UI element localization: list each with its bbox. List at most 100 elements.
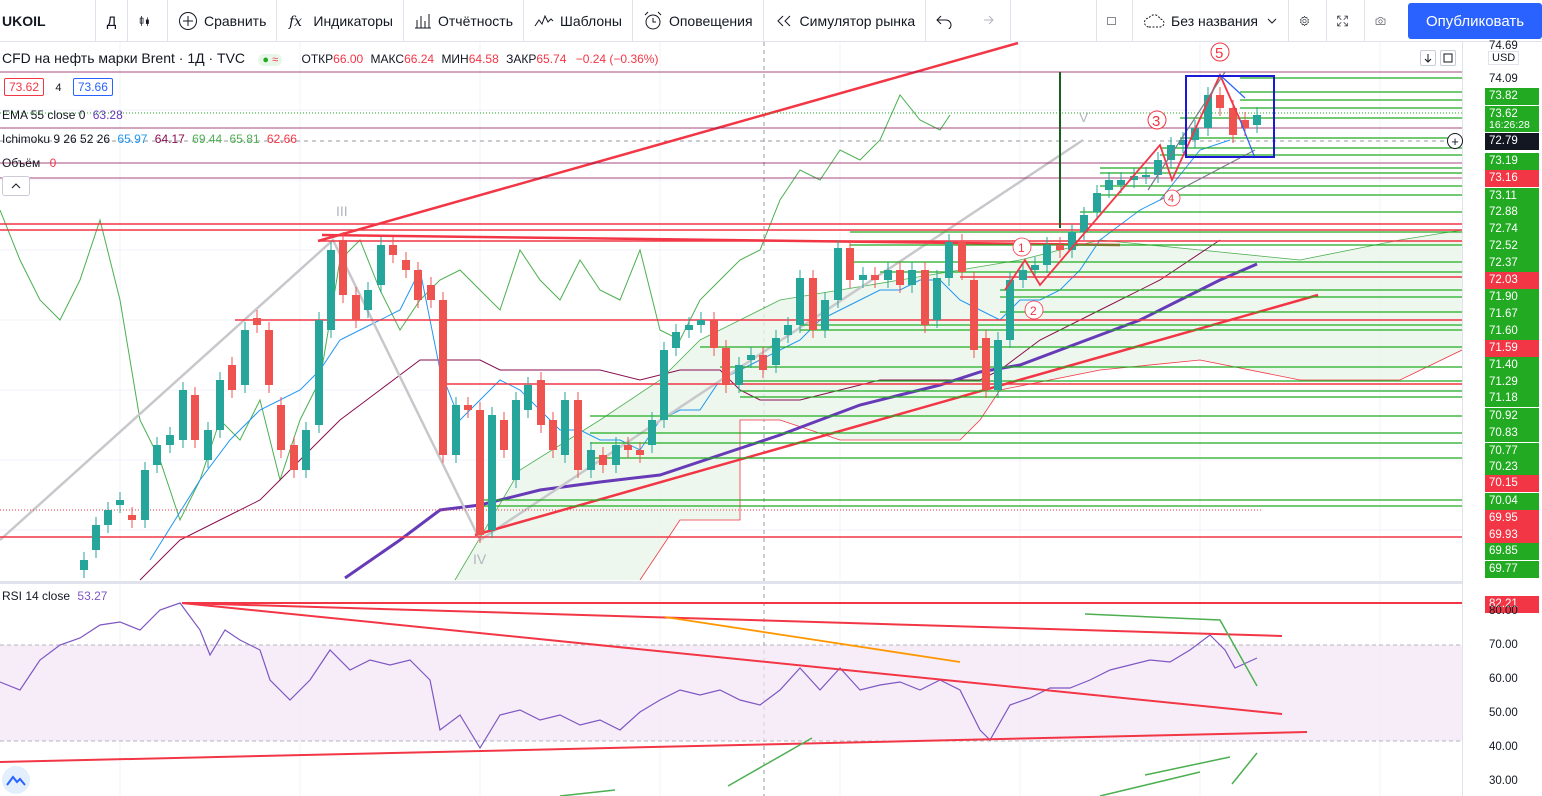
price-axis-label: 72.03 [1485,272,1539,289]
indicators-button[interactable]: fx Индикаторы [277,0,404,42]
candle-body [871,275,879,280]
add-alert-crosshair[interactable]: + [1447,133,1463,149]
candle-body [253,318,261,325]
interval-button[interactable]: Д [96,0,128,42]
ichimoku-cloud [455,230,1462,580]
candle-body [191,395,199,440]
price-axis-label: 71.67 [1485,306,1539,323]
layout-name-label: Без названия [1171,13,1258,29]
candle-body [612,445,620,465]
chevron-down-icon [1267,18,1277,24]
ichimoku-legend[interactable]: Ichimoku 9 26 52 26 65.97 64.17 69.44 65… [2,132,297,146]
candle-body [153,445,161,465]
pane-separator[interactable] [0,581,1462,584]
scroll-to-realtime-button[interactable] [1420,50,1436,66]
ichimoku-span-b-value: 62.66 [266,132,297,146]
market-status-badge[interactable]: ● ≈ [258,54,283,66]
candle-body [821,300,829,330]
candle-body [772,338,780,365]
candle-body [896,270,904,285]
snapshot-button[interactable] [1364,0,1402,42]
candle-body [982,338,990,390]
fullscreen-button[interactable] [1326,0,1364,42]
chevron-up-icon [11,183,21,189]
instrument-title[interactable]: CFD на нефть марки Brent · 1Д · TVC [2,50,246,66]
rsi-green-lines [559,613,1258,796]
price-scale[interactable]: 74.69 74.09 73.82 73.62 16:26:28 72.79 73.19 73… [1462,40,1542,796]
candle-body [414,270,422,300]
publish-button[interactable]: Опубликовать [1408,3,1542,39]
candle-body [116,500,124,505]
candle-body [476,410,484,535]
candle-body [908,270,916,285]
mountains-icon [6,775,26,786]
price-chart-canvas[interactable]: 5 3 1 2 4 III IV V [0,42,1462,796]
financials-button[interactable]: Отчётность [404,0,525,42]
tradingview-logo[interactable] [2,766,30,794]
wave-channel-gray [1147,71,1256,201]
rsi-axis-label: 80.00 [1489,605,1518,617]
red-trend-lines [317,42,1319,537]
ema-legend[interactable]: EMA 55 close 0 63.28 [2,108,123,122]
candle-body [427,285,435,300]
alerts-button[interactable]: Оповещения [633,0,764,42]
replay-button[interactable]: Симулятор рынка [764,0,927,42]
maximize-pane-button[interactable] [1440,50,1456,66]
candle-body [500,420,508,450]
fullscreen-toggle-button[interactable] [1096,0,1132,42]
rsi-label: RSI 14 close [2,589,71,603]
layout-name-button[interactable]: Без названия [1132,0,1288,42]
rsi-axis-label: 60.00 [1489,673,1518,685]
wave-label-2: 2 [1024,300,1044,320]
price-axis-label: 70.15 [1485,475,1539,492]
candle-body [488,415,496,530]
chart-type-button[interactable] [128,0,168,42]
ema-label: EMA 55 close 0 [2,108,86,122]
candle-body [945,242,953,278]
rsi-legend[interactable]: RSI 14 close 53.27 [2,589,107,603]
candle-body [104,510,112,525]
green-horizontal-levels [480,77,1462,507]
candle-body [241,330,249,385]
candle-body [92,525,100,550]
price-axis-label: 72.52 [1485,238,1539,255]
settings-button[interactable] [1288,0,1326,42]
candle-body [561,400,569,455]
rsi-band [0,645,1462,741]
cloud-icon [1144,14,1165,28]
price-axis-label: 73.82 [1485,88,1539,105]
close-label: ЗАКР [506,52,537,66]
sell-price[interactable]: 73.62 [4,78,45,96]
volume-legend[interactable]: Объём 0 [2,156,56,170]
wave-label-5: 5 [1210,42,1230,62]
currency-label[interactable]: USD [1488,51,1520,65]
square-icon [1107,17,1116,25]
candle-body [265,330,273,385]
candle-body [921,270,929,325]
candle-body [747,355,755,360]
candle-body [933,278,941,320]
price-axis-label: 71.90 [1485,289,1539,306]
candle-body [1043,245,1051,265]
candle-body [1191,128,1199,140]
ichimoku-kijun-value: 64.17 [154,132,185,146]
buy-price[interactable]: 73.66 [72,78,113,96]
change-value: −0.24 (−0.36%) [575,52,659,66]
symbol-search-button[interactable]: UKOIL [0,0,96,42]
undo-button[interactable] [926,0,968,42]
redo-button[interactable] [968,0,1012,42]
candles-icon [139,15,149,26]
candle-body [735,365,743,385]
candle-body [859,275,867,280]
svg-text:4: 4 [1168,193,1174,205]
price-axis-label: 72.37 [1485,255,1539,272]
svg-text:fx: fx [288,14,302,30]
wave-label-4: 4 [1163,189,1181,207]
collapse-legend-button[interactable] [2,176,30,196]
price-axis-label: 71.18 [1485,390,1539,407]
compare-button[interactable]: Сравнить [168,0,278,42]
candle-body [958,242,966,272]
candle-body [599,455,607,465]
candle-body [512,400,520,480]
templates-button[interactable]: Шаблоны [524,0,633,42]
